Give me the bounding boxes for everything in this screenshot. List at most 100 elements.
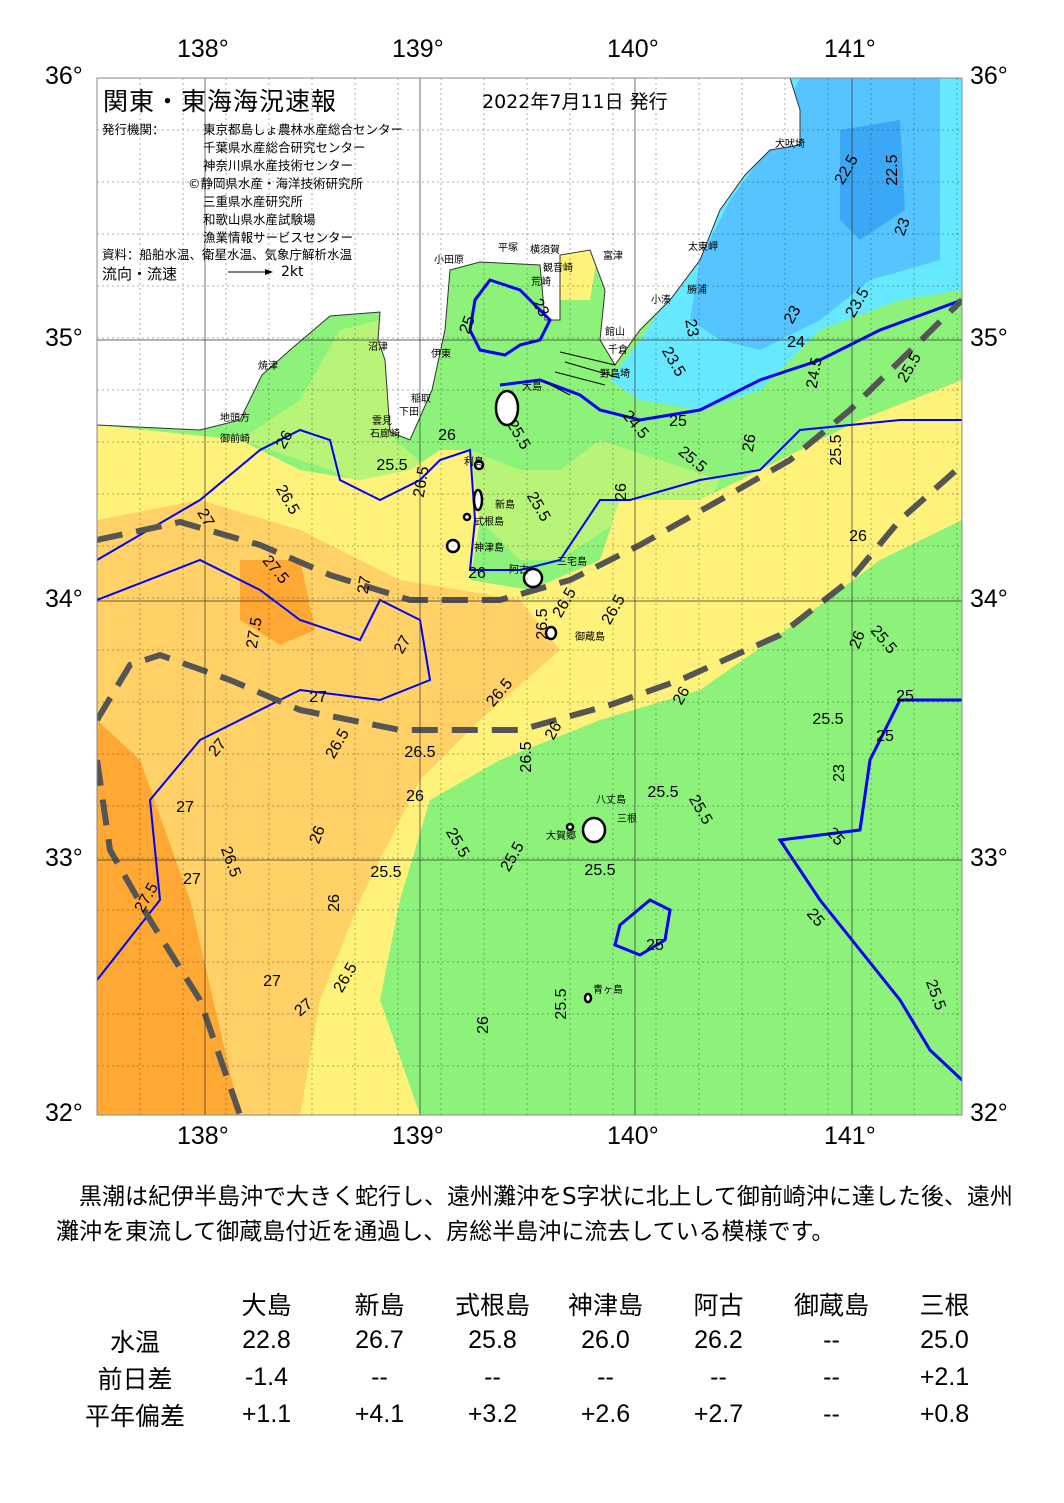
corner-cell [60, 1285, 210, 1322]
isotherm-label: 25 [896, 688, 914, 705]
table-cell: -- [823, 1326, 840, 1354]
isotherm-label: 25 [669, 413, 687, 430]
place-name-label: 館山 [605, 325, 625, 338]
isotherm-label: 26 [847, 629, 869, 652]
lon-tick-label: 141° [824, 35, 876, 63]
lon-tick-label: 140° [607, 1122, 659, 1150]
table-cell: +2.7 [693, 1400, 744, 1428]
isotherm-label: 27 [263, 973, 281, 990]
row-label: 水温 [109, 1328, 160, 1357]
station-header: 式根島 [454, 1291, 530, 1320]
place-name-label: 荒崎 [531, 275, 551, 288]
issuing-agency: ©静岡県水産・海洋技術研究所 [188, 176, 364, 191]
isotherm-label: 26 [438, 427, 456, 444]
isotherm-label: 26 [273, 428, 297, 452]
isotherm-label: 23 [831, 764, 848, 782]
table-cell: 26.0 [581, 1326, 630, 1354]
isotherm-label: 26 [406, 788, 424, 805]
table-cell: -- [484, 1363, 501, 1391]
table-cell: -1.4 [244, 1363, 289, 1391]
isotherm-label: 25.5 [370, 864, 401, 881]
flow-legend-scale: 2kt [281, 264, 304, 280]
isotherm-label: 26 [670, 684, 694, 708]
current-vector [564, 361, 621, 379]
row-label: 平年偏差 [84, 1402, 185, 1431]
lon-tick-label: 138° [177, 35, 229, 63]
table-cell: 25.8 [468, 1326, 517, 1354]
lat-tick-label: 36° [45, 62, 83, 90]
isotherm-label: 25 [646, 937, 664, 954]
lon-tick-label: 139° [392, 1122, 444, 1150]
place-name-label: 大賀郷 [546, 829, 576, 842]
place-name-label: 焼津 [258, 360, 278, 372]
table-cell: 26.2 [694, 1326, 743, 1354]
table-cell: 22.8 [242, 1326, 291, 1354]
island-outline [583, 992, 593, 1004]
isotherm-label: 26.5 [404, 744, 435, 761]
place-name-label: 犬吠埼 [775, 137, 805, 150]
lat-tick-label: 32° [45, 1099, 83, 1127]
isotherm-label: 24 [787, 334, 805, 351]
kuroshio-axis-north [97, 297, 962, 603]
zone-light-orange [97, 500, 560, 1115]
table-cell: +1.1 [241, 1400, 292, 1428]
summary-text: 黒潮は紀伊半島沖で大きく蛇行し、遠州灘沖をS字状に北上して御前崎沖に達した後、遠… [56, 1184, 1013, 1245]
island-outline [472, 488, 484, 512]
lat-tick-label: 33° [45, 844, 83, 872]
place-name-label: 千倉 [608, 343, 628, 356]
place-name-label: 太東岬 [688, 240, 718, 253]
isotherm-label: 23 [681, 318, 701, 339]
issuing-agency: 漁業情報サービスセンター [203, 230, 354, 245]
lon-tick-label: 141° [824, 1122, 876, 1150]
place-name-label: 御前崎 [220, 432, 250, 445]
lat-tick-label: 34° [45, 585, 83, 613]
place-name-label: 三根 [617, 812, 637, 825]
place-name-label: 八丈島 [596, 793, 626, 806]
issuing-agency: 東京都島しょ農林水産総合センター [203, 122, 404, 137]
table-cell: -- [823, 1400, 840, 1428]
place-name-label: 大島 [522, 380, 542, 393]
place-name-label: 神津島 [474, 541, 504, 554]
lat-tick-label: 33° [970, 844, 1008, 872]
station-header: 阿古 [693, 1291, 744, 1320]
isotherm-label: 25.5 [812, 711, 843, 728]
place-name-label: 稲取 [411, 393, 431, 405]
place-name-label: 横須賀 [530, 243, 560, 256]
island-outline [522, 567, 544, 589]
place-name-label: 勝浦 [687, 283, 707, 296]
isotherm-label: 25 [876, 728, 894, 745]
island-outline [462, 512, 472, 522]
lat-tick-label: 35° [45, 324, 83, 352]
table-cell: -- [597, 1363, 614, 1391]
table-cell: +2.6 [580, 1400, 631, 1428]
isotherm-label: 25.5 [584, 862, 615, 879]
lon-tick-label: 138° [177, 1122, 229, 1150]
isotherm-25 [468, 278, 552, 357]
isotherm-label: 27 [176, 799, 194, 816]
table-cell: -- [823, 1363, 840, 1391]
station-header: 新島 [354, 1291, 405, 1320]
place-name-label: 平塚 [498, 242, 518, 254]
table-cell: +2.1 [919, 1363, 970, 1391]
current-vector [544, 381, 571, 396]
table-row: 平年偏差 +1.1 +4.1 +3.2 +2.6 +2.7 -- +0.8 [60, 1396, 1001, 1433]
place-name-label: 青ヶ島 [593, 983, 623, 996]
table-row: 前日差 -1.4 -- -- -- -- -- +2.1 [60, 1359, 1001, 1396]
isotherm-label: 27.5 [244, 616, 266, 650]
row-label: 前日差 [97, 1365, 173, 1394]
place-name-label: 小湊 [651, 293, 671, 306]
agency-label: 発行機関： [102, 122, 165, 137]
table-cell: 26.7 [355, 1326, 404, 1354]
isotherm-label: 26 [475, 1016, 492, 1034]
report-title: 関東・東海海況速報 [103, 87, 338, 116]
isotherm-label: 23 [528, 296, 552, 320]
isotherm-label: 27 [355, 575, 375, 596]
issuing-agency: 三重県水産研究所 [203, 194, 304, 209]
kuroshio-axis-south [97, 462, 962, 733]
land [97, 78, 801, 441]
isotherm-label: 25.5 [647, 784, 678, 801]
isotherm-25-south [777, 698, 962, 1082]
place-name-label: 下田 [399, 407, 419, 418]
